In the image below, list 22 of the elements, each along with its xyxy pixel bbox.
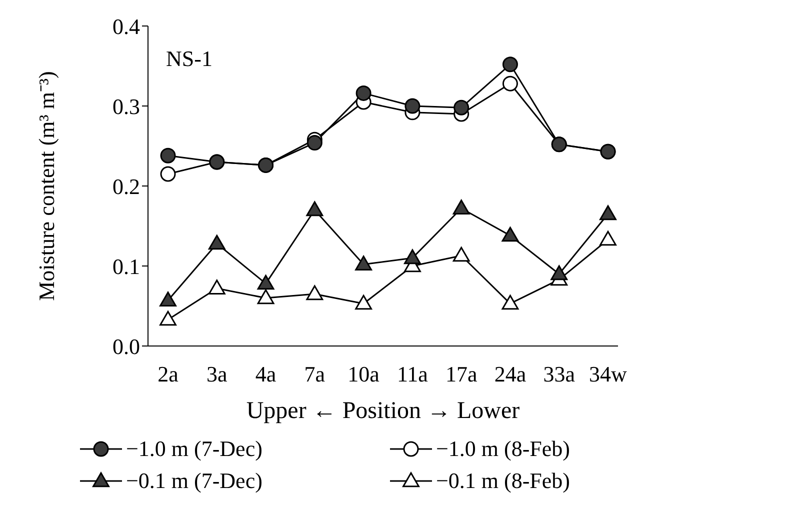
y-tick-label: 0.2 bbox=[112, 174, 140, 199]
x-tick-label: 10a bbox=[348, 362, 380, 387]
x-tick-label: 24a bbox=[494, 362, 526, 387]
y-tick-label: 0.1 bbox=[112, 254, 140, 279]
y-tick-label: 0.0 bbox=[112, 334, 140, 359]
x-tick-label: 2a bbox=[158, 362, 179, 387]
legend-label: −0.1 m (7-Dec) bbox=[126, 468, 262, 494]
y-tick-label: 0.4 bbox=[112, 14, 140, 39]
x-tick-label: 33a bbox=[543, 362, 576, 387]
legend-label: −1.0 m (7-Dec) bbox=[126, 436, 262, 462]
annotation: NS-1 bbox=[166, 46, 212, 72]
x-tick-label: 11a bbox=[396, 362, 428, 387]
x-tick-label: 17a bbox=[445, 362, 478, 387]
y-axis-title: Moisture content (m³ m⁻³) bbox=[34, 71, 59, 301]
y-tick-label: 0.3 bbox=[112, 94, 140, 119]
x-axis-title: Upper ← Position → Lower bbox=[246, 398, 520, 424]
x-tick-label: 4a bbox=[255, 362, 276, 387]
legend-label: −0.1 m (8-Feb) bbox=[436, 468, 570, 494]
x-tick-label: 34w bbox=[589, 362, 628, 387]
x-tick-label: 3a bbox=[206, 362, 228, 387]
legend-label: −1.0 m (8-Feb) bbox=[436, 436, 570, 462]
x-tick-label: 7a bbox=[304, 362, 326, 387]
